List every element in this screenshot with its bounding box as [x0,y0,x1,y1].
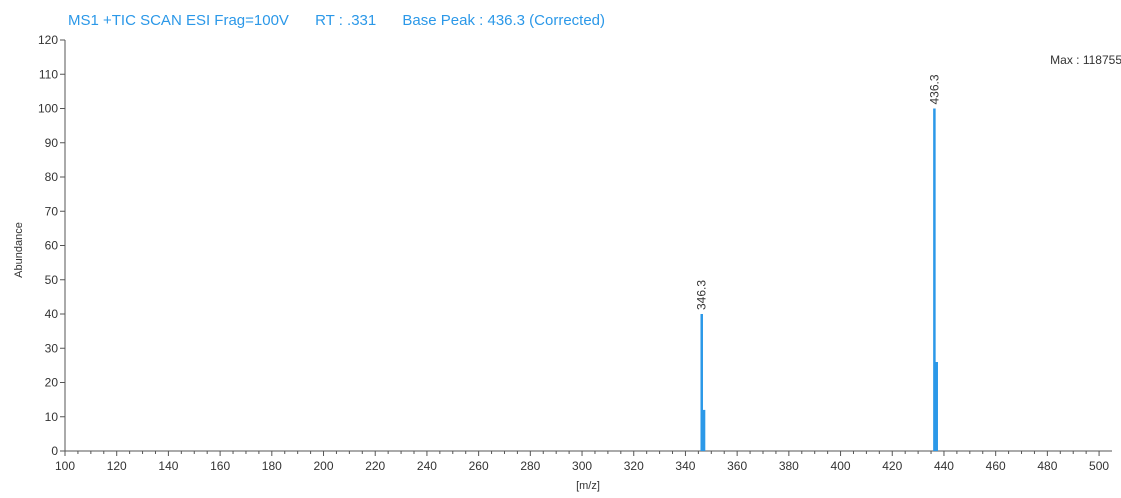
x-tick-label: 260 [469,459,489,473]
y-tick-label: 100 [38,102,58,116]
x-tick-label: 420 [882,459,902,473]
y-tick-label: 90 [45,136,59,150]
spectrum-peaks: 346.3 436.3 [695,74,941,451]
x-tick-label: 340 [675,459,695,473]
y-tick-label: 10 [45,410,59,424]
x-axis-label: [m/z] [576,480,600,492]
x-tick-label: 100 [55,459,75,473]
x-tick-label: 300 [572,459,592,473]
y-tick-label: 0 [51,444,58,458]
x-tick-label: 220 [365,459,385,473]
x-tick-label: 160 [210,459,230,473]
x-tick-label: 400 [831,459,851,473]
x-ticks: 100 120 140 160 180 200 220 240 260 280 300 320 340 3… [55,451,1109,473]
peak-label: 346.3 [695,280,709,310]
y-tick-label: 70 [45,204,59,218]
x-tick-label: 280 [520,459,540,473]
x-tick-label: 200 [314,459,334,473]
y-tick-label: 20 [45,376,59,390]
title-scan-info: MS1 +TIC SCAN ESI Frag=100V [68,12,289,29]
y-axis-label: Abundance [13,222,25,278]
y-ticks: 0 10 20 30 40 50 60 70 80 90 100 110 120 [38,33,65,458]
y-tick-label: 80 [45,170,59,184]
x-tick-label: 440 [934,459,954,473]
peak-label: 436.3 [927,74,941,104]
x-tick-label: 460 [986,459,1006,473]
max-abundance-label: Max : 118755 [1050,53,1121,67]
chart-title: MS1 +TIC SCAN ESI Frag=100V RT : .331 Ba… [68,12,605,29]
y-tick-label: 40 [45,307,59,321]
y-tick-label: 60 [45,239,59,253]
x-tick-label: 140 [158,459,178,473]
y-tick-label: 30 [45,341,59,355]
x-tick-label: 240 [417,459,437,473]
y-tick-label: 120 [38,33,58,47]
x-tick-label: 480 [1037,459,1057,473]
x-tick-label: 320 [624,459,644,473]
x-tick-label: 380 [779,459,799,473]
title-base-peak: Base Peak : 436.3 (Corrected) [402,12,605,29]
title-retention-time: RT : .331 [315,12,376,29]
x-tick-label: 500 [1089,459,1109,473]
x-tick-label: 360 [727,459,747,473]
x-tick-label: 120 [107,459,127,473]
y-tick-label: 50 [45,273,59,287]
x-tick-label: 180 [262,459,282,473]
y-tick-label: 110 [39,67,58,81]
